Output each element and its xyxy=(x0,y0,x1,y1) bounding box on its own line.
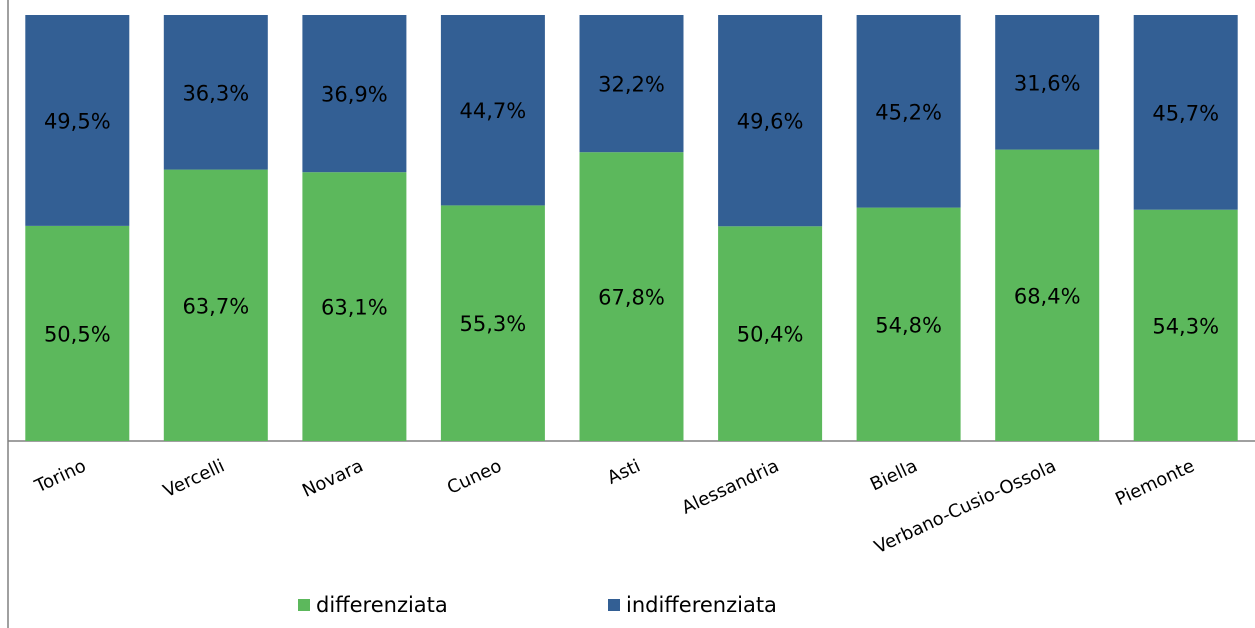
category-label-alessandria: Alessandria xyxy=(679,455,783,518)
bar-indifferenziata-torino xyxy=(25,15,130,226)
bar-differenziata-alessandria xyxy=(718,226,823,441)
legend-item-indifferenziata: indifferenziata xyxy=(608,593,777,617)
bar-indifferenziata-asti xyxy=(579,15,684,153)
bar-indifferenziata-cuneo xyxy=(440,15,545,206)
legend-label-differenziata: differenziata xyxy=(316,593,448,617)
bar-differenziata-asti xyxy=(579,152,684,441)
value-label-differenziata-verbano-cusio-ossola: 68,4% xyxy=(1014,284,1081,308)
legend-swatch-indifferenziata xyxy=(608,599,620,611)
value-label-differenziata-torino: 50,5% xyxy=(44,322,111,346)
value-label-differenziata-asti: 67,8% xyxy=(598,286,665,310)
value-label-indifferenziata-biella: 45,2% xyxy=(875,100,942,124)
value-label-indifferenziata-verbano-cusio-ossola: 31,6% xyxy=(1014,71,1081,95)
category-label-vercelli: Vercelli xyxy=(160,455,228,501)
bar-differenziata-verbano-cusio-ossola xyxy=(995,149,1100,441)
value-label-indifferenziata-piemonte: 45,7% xyxy=(1152,101,1219,125)
bar-indifferenziata-biella xyxy=(856,15,961,208)
bar-indifferenziata-piemonte xyxy=(1133,15,1238,210)
bar-differenziata-biella xyxy=(856,207,961,441)
value-label-differenziata-alessandria: 50,4% xyxy=(737,323,804,347)
bar-differenziata-novara xyxy=(302,172,407,441)
value-label-indifferenziata-cuneo: 44,7% xyxy=(460,99,527,123)
bars-group xyxy=(25,15,1238,441)
legend: differenziata indifferenziata xyxy=(0,593,1255,623)
legend-label-indifferenziata: indifferenziata xyxy=(626,593,777,617)
bar-indifferenziata-alessandria xyxy=(718,15,823,227)
category-label-biella: Biella xyxy=(867,455,921,495)
category-label-asti: Asti xyxy=(604,455,643,488)
value-label-indifferenziata-asti: 32,2% xyxy=(598,73,665,97)
category-label-piemonte: Piemonte xyxy=(1112,455,1198,510)
value-label-differenziata-vercelli: 63,7% xyxy=(182,294,249,318)
legend-swatch-differenziata xyxy=(298,599,310,611)
legend-item-differenziata: differenziata xyxy=(298,593,448,617)
value-labels-group: 50,5% 49,5% 63,7% 36,3% 63,1% 36,9% 55,3% 44,7%… xyxy=(44,71,1219,346)
value-label-indifferenziata-vercelli: 36,3% xyxy=(182,81,249,105)
value-label-indifferenziata-torino: 49,5% xyxy=(44,109,111,133)
bar-indifferenziata-novara xyxy=(302,15,407,173)
category-label-torino: Torino xyxy=(31,455,90,497)
value-label-indifferenziata-novara: 36,9% xyxy=(321,83,388,107)
value-label-differenziata-novara: 63,1% xyxy=(321,296,388,320)
bar-indifferenziata-vercelli xyxy=(163,15,268,170)
bar-differenziata-vercelli xyxy=(163,169,268,441)
bar-differenziata-piemonte xyxy=(1133,209,1238,441)
bar-differenziata-cuneo xyxy=(440,205,545,441)
value-label-differenziata-cuneo: 55,3% xyxy=(460,312,527,336)
category-label-cuneo: Cuneo xyxy=(444,455,505,498)
value-label-differenziata-piemonte: 54,3% xyxy=(1152,314,1219,338)
value-label-differenziata-biella: 54,8% xyxy=(875,313,942,337)
category-label-novara: Novara xyxy=(299,455,366,501)
bar-indifferenziata-verbano-cusio-ossola xyxy=(995,15,1100,150)
category-labels-group: Torino Vercelli Novara Cuneo Asti Alessandria… xyxy=(31,455,1198,558)
value-label-indifferenziata-alessandria: 49,6% xyxy=(737,110,804,134)
bar-differenziata-torino xyxy=(25,225,130,441)
